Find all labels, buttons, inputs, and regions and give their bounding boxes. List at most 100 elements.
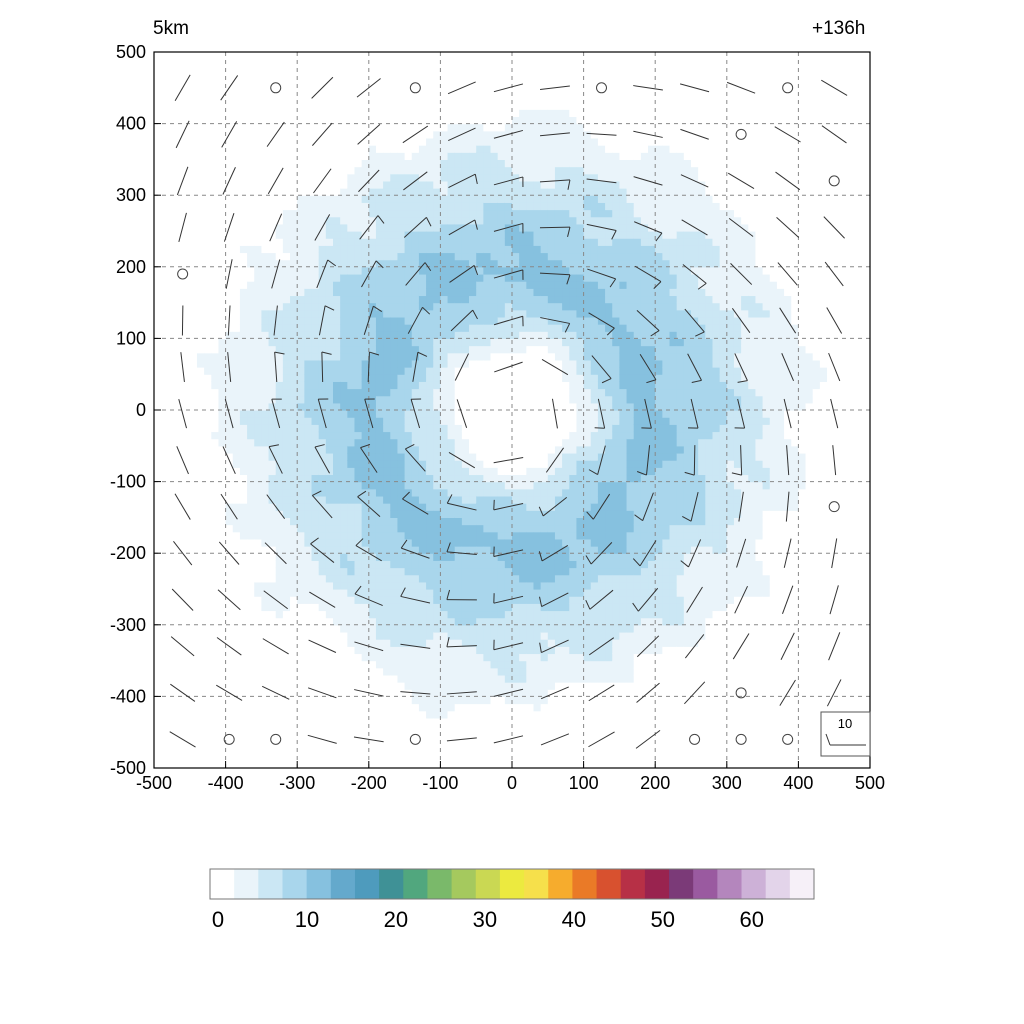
- heat-cell: [268, 316, 277, 325]
- heat-cell: [454, 495, 463, 504]
- heat-cell: [347, 431, 356, 440]
- heat-cell: [239, 359, 248, 368]
- heat-cell: [583, 474, 592, 483]
- heat-cell: [490, 123, 499, 132]
- heat-cell: [325, 467, 334, 476]
- heat-cell: [562, 395, 570, 404]
- heat-cell: [354, 631, 363, 640]
- heat-cell: [447, 316, 456, 325]
- heat-cell: [268, 567, 277, 576]
- heat-cell: [333, 524, 341, 533]
- heat-cell: [597, 123, 606, 132]
- heat-cell: [612, 231, 620, 239]
- heat-cell: [490, 660, 499, 669]
- heat-cell: [418, 567, 427, 576]
- heat-cell: [218, 510, 227, 518]
- heat-cell: [433, 703, 441, 712]
- heat-cell: [547, 195, 556, 203]
- heat-cell: [418, 94, 427, 103]
- heat-cell: [261, 517, 270, 526]
- heat-cell: [254, 302, 262, 311]
- heat-cell: [469, 467, 477, 476]
- heat-cell: [454, 209, 463, 218]
- heat-cell: [282, 173, 291, 182]
- heat-cell: [619, 517, 628, 526]
- heat-cell: [418, 653, 427, 662]
- heat-cell: [476, 696, 484, 705]
- heat-cell: [512, 481, 520, 490]
- heat-cell: [333, 338, 341, 347]
- heat-cell: [526, 245, 535, 254]
- heat-cell: [590, 324, 599, 332]
- heat-cell: [254, 273, 262, 282]
- heat-cell: [225, 352, 234, 361]
- heat-cell: [275, 316, 284, 325]
- heat-cell: [175, 467, 184, 476]
- heat-cell: [297, 610, 305, 619]
- heat-cell: [397, 589, 406, 597]
- heat-cell: [597, 338, 606, 347]
- heat-cell: [526, 553, 535, 561]
- heat-cell: [562, 431, 570, 440]
- heat-cell: [597, 660, 606, 669]
- heat-cell: [612, 388, 620, 397]
- heat-cell: [426, 209, 434, 218]
- heat-cell: [605, 388, 613, 397]
- heat-cell: [562, 703, 570, 712]
- heat-cell: [447, 574, 456, 583]
- heat-cell: [282, 581, 291, 590]
- heat-cell: [590, 331, 599, 339]
- heat-cell: [418, 209, 427, 218]
- heat-cell: [325, 173, 334, 182]
- heat-cell: [368, 359, 377, 368]
- heat-cell: [325, 245, 334, 254]
- heat-cell: [447, 188, 456, 196]
- heat-cell: [461, 467, 470, 476]
- heat-cell: [347, 123, 356, 132]
- heat-cell: [440, 102, 449, 110]
- heat-cell: [247, 581, 255, 590]
- heat-cell: [605, 381, 613, 390]
- heat-cell: [297, 574, 305, 583]
- heat-cell: [533, 87, 542, 96]
- heat-cell: [426, 188, 434, 196]
- heat-cell: [218, 331, 227, 339]
- heat-cell: [268, 438, 277, 447]
- heat-cell: [461, 717, 470, 726]
- heat-cell: [504, 717, 513, 726]
- heat-cell: [597, 195, 606, 203]
- heat-cell: [440, 503, 449, 511]
- heat-cell: [483, 467, 492, 476]
- heat-cell: [261, 302, 270, 311]
- heat-cell: [433, 238, 441, 246]
- heat-cell: [361, 231, 370, 239]
- heat-cell: [547, 388, 556, 397]
- heat-cell: [562, 674, 570, 683]
- heat-cell: [526, 410, 535, 418]
- heat-cell: [476, 159, 484, 168]
- heat-cell: [512, 352, 520, 361]
- heat-cell: [168, 438, 177, 447]
- heat-cell: [261, 381, 270, 390]
- heat-cell: [196, 531, 205, 540]
- heat-cell: [247, 703, 255, 712]
- heat-cell: [404, 359, 413, 368]
- heat-cell: [347, 338, 356, 347]
- heat-cell: [311, 667, 320, 676]
- heat-cell: [347, 266, 356, 275]
- heat-cell: [583, 166, 592, 175]
- heat-cell: [211, 59, 220, 67]
- heat-cell: [340, 266, 348, 275]
- heat-cell: [204, 338, 212, 347]
- heat-cell: [411, 302, 420, 311]
- heat-cell: [196, 467, 205, 476]
- heat-cell: [583, 202, 592, 211]
- heat-cell: [597, 202, 606, 211]
- heat-cell: [497, 123, 506, 132]
- heat-cell: [540, 725, 549, 733]
- heat-cell: [612, 338, 620, 347]
- heat-cell: [325, 639, 334, 647]
- heat-cell: [418, 574, 427, 583]
- heat-cell: [433, 524, 441, 533]
- heat-cell: [440, 152, 449, 160]
